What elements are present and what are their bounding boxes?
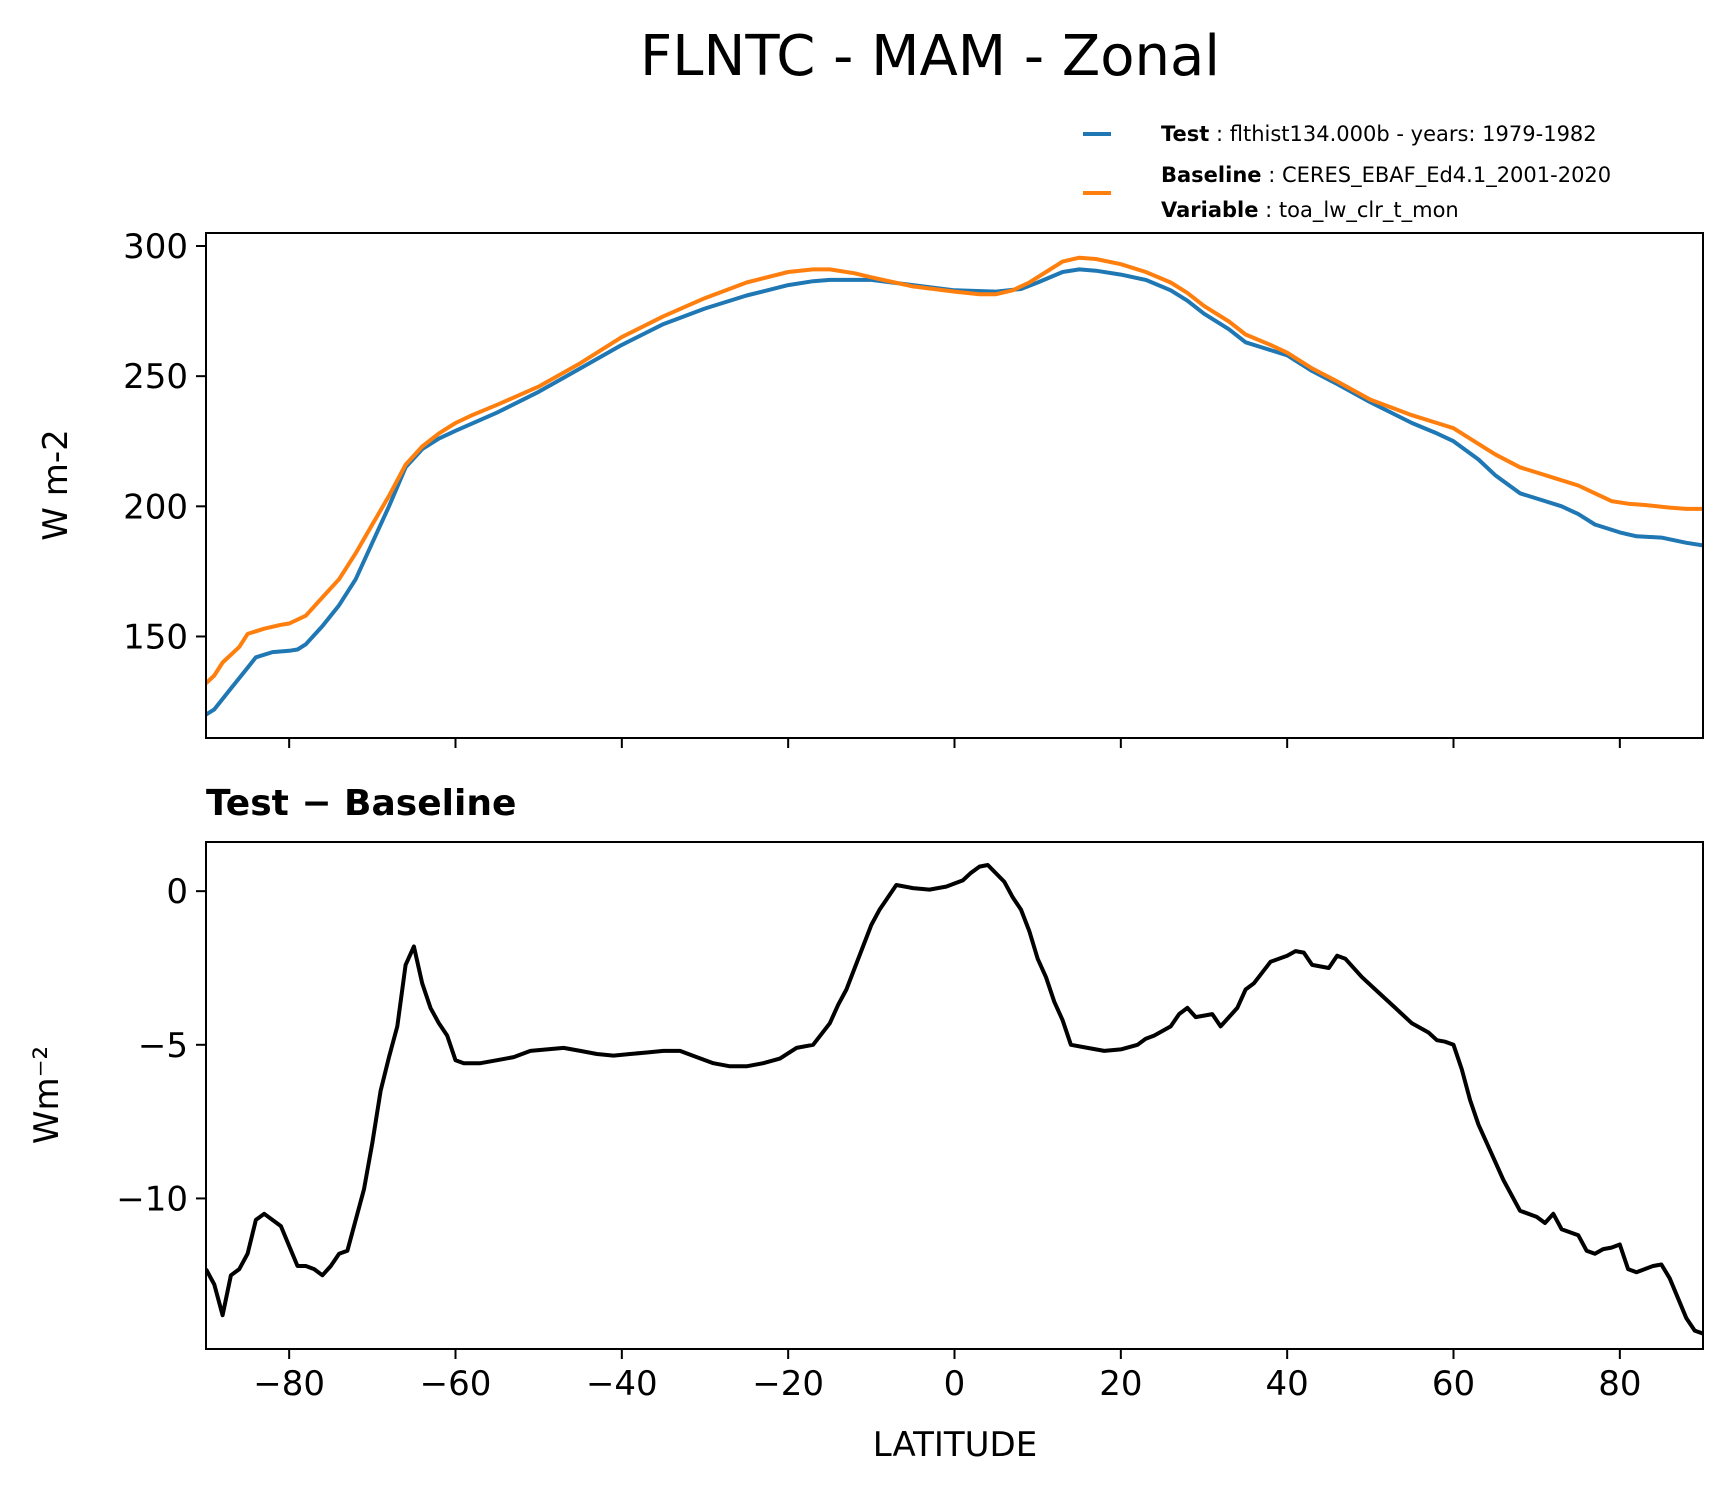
bottom-x-tick-label: 0 [944, 1364, 966, 1404]
bottom-x-ticks: −80 −60 −40 −20 0 20 40 60 80 [253, 1349, 1641, 1404]
legend-baseline-entry: Baseline : CERES_EBAF_Ed4.1_2001-2020 [1161, 163, 1611, 188]
bottom-x-tick-label: 40 [1266, 1364, 1309, 1404]
bottom-x-tick-label: 80 [1598, 1364, 1641, 1404]
top-axes-frame [205, 232, 1704, 739]
bottom-x-tick-label: 60 [1432, 1364, 1475, 1404]
top-panel: 150 200 250 300 W m-2 [36, 227, 1704, 748]
top-x-ticks [288, 738, 1621, 748]
bottom-y-tick-label: 0 [166, 872, 188, 912]
legend-variable-entry: Variable : toa_lw_clr_t_mon [1161, 198, 1459, 223]
legend-test-entry: Test : flthist134.000b - years: 1979-198… [1161, 122, 1597, 146]
top-series-line-0 [206, 267, 1703, 717]
bottom-y-ticks: −10 −5 0 [116, 872, 206, 1219]
legend: Test : flthist134.000b - years: 1979-198… [1083, 122, 1611, 223]
top-y-tick-label: 200 [123, 487, 188, 527]
bottom-x-tick-label: −40 [586, 1364, 658, 1404]
top-series-line-1 [206, 255, 1703, 685]
top-y-axis-label: W m-2 [36, 429, 76, 540]
top-y-tick-label: 300 [123, 227, 188, 267]
bottom-y-axis-label: Wm⁻² [27, 1046, 67, 1144]
bottom-x-tick-label: 20 [1099, 1364, 1142, 1404]
bottom-x-tick-label: −80 [253, 1364, 325, 1404]
bottom-y-tick-label: −5 [138, 1026, 188, 1066]
bottom-panel: Test − Baseline −10 −5 0 −80 −60 −40 −20 0 20 40… [27, 783, 1704, 1465]
bottom-series-line-0 [206, 863, 1703, 1336]
figure-title: FLNTC - MAM - Zonal [640, 24, 1220, 89]
bottom-x-tick-label: −20 [752, 1364, 824, 1404]
bottom-x-tick-label: −60 [420, 1364, 492, 1404]
top-y-tick-label: 250 [123, 357, 188, 397]
top-series [206, 255, 1703, 717]
top-y-tick-label: 150 [123, 617, 188, 657]
top-y-ticks: 150 200 250 300 [123, 227, 206, 657]
bottom-panel-title: Test − Baseline [206, 783, 516, 824]
bottom-x-axis-label: LATITUDE [873, 1425, 1037, 1465]
bottom-y-tick-label: −10 [116, 1179, 188, 1219]
bottom-axes-frame [205, 841, 1704, 1350]
bottom-series [206, 863, 1703, 1336]
